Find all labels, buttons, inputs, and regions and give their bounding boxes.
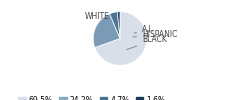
Wedge shape bbox=[95, 12, 147, 65]
Text: WHITE: WHITE bbox=[85, 12, 116, 24]
Wedge shape bbox=[117, 12, 120, 38]
Wedge shape bbox=[110, 12, 120, 38]
Wedge shape bbox=[93, 14, 120, 48]
Legend: 69.5%, 24.2%, 4.7%, 1.6%: 69.5%, 24.2%, 4.7%, 1.6% bbox=[18, 96, 166, 100]
Text: HISPANIC: HISPANIC bbox=[133, 30, 177, 39]
Text: BLACK: BLACK bbox=[127, 35, 167, 50]
Text: A.I.: A.I. bbox=[134, 25, 154, 34]
